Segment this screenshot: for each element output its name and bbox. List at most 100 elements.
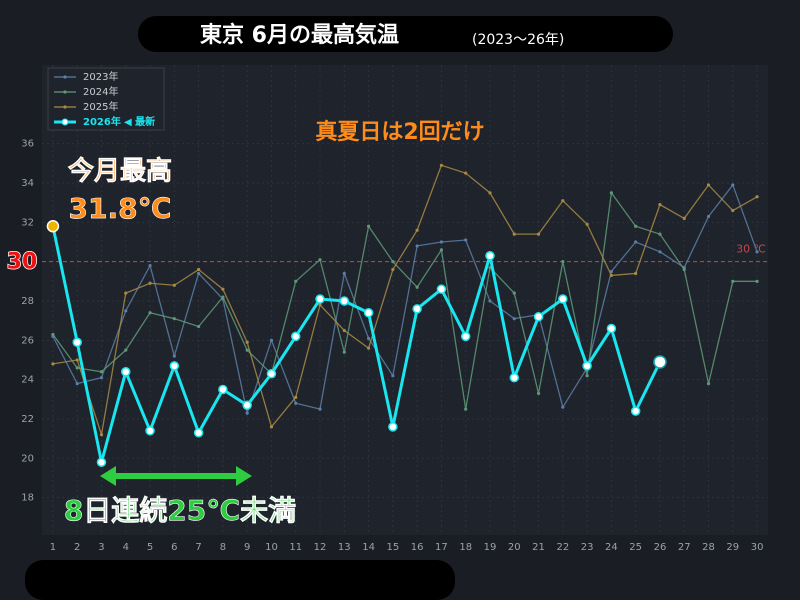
data-point — [294, 395, 298, 399]
data-point — [51, 362, 55, 366]
x-tick-label: 29 — [726, 542, 739, 553]
data-point — [585, 374, 589, 378]
data-point — [439, 248, 444, 252]
data-point — [221, 295, 225, 299]
data-point — [606, 323, 617, 334]
data-point — [436, 284, 447, 294]
data-point — [342, 350, 346, 354]
x-tick-label: 28 — [702, 542, 715, 553]
x-tick-label: 20 — [508, 542, 521, 553]
data-point — [609, 191, 613, 195]
data-point — [269, 425, 274, 429]
data-point — [755, 250, 759, 254]
data-point — [221, 287, 225, 291]
x-tick-label: 2 — [74, 542, 80, 553]
data-point — [318, 258, 322, 262]
data-point — [536, 391, 541, 396]
data-point — [536, 232, 541, 236]
data-point — [488, 191, 492, 195]
data-point — [315, 294, 325, 304]
data-point — [634, 271, 638, 276]
data-point — [342, 271, 346, 276]
x-tick-label: 24 — [605, 542, 618, 553]
data-point — [121, 367, 131, 377]
data-point — [512, 317, 516, 321]
data-point — [169, 361, 180, 371]
data-point — [245, 411, 249, 415]
x-tick-label: 13 — [338, 542, 351, 553]
data-point — [75, 366, 79, 370]
data-point — [148, 281, 152, 285]
data-point — [415, 228, 419, 232]
data-point — [172, 354, 176, 358]
series-line — [52, 183, 758, 416]
data-point — [366, 224, 371, 228]
annotation: 8日連続25℃未満 — [64, 494, 296, 527]
data-point — [439, 240, 444, 244]
data-point — [731, 279, 735, 283]
data-point — [533, 311, 544, 322]
x-tick-label: 27 — [678, 542, 691, 553]
data-point — [242, 400, 252, 410]
x-tick-label: 21 — [532, 542, 545, 553]
data-point — [197, 271, 201, 276]
data-point — [561, 405, 565, 409]
data-point — [193, 427, 204, 438]
reference-label: 30 ℃ — [736, 243, 766, 256]
y-tick-label: 28 — [21, 296, 34, 307]
data-point — [731, 183, 735, 187]
data-point — [197, 324, 201, 329]
legend-label: 2024年 — [83, 85, 118, 98]
y-tick-label: 32 — [21, 217, 34, 228]
legend-marker — [63, 90, 67, 94]
data-point — [75, 381, 79, 386]
data-point — [585, 222, 589, 226]
data-point — [46, 220, 60, 233]
data-point — [464, 171, 468, 175]
data-point — [51, 332, 55, 337]
data-point — [512, 291, 516, 295]
chart-subtitle: (2023〜26年) — [472, 32, 564, 48]
data-point — [290, 331, 301, 342]
y-tick-label: 20 — [21, 453, 34, 464]
legend-note: ◀ 最新 — [124, 115, 155, 128]
reference-value-label: 30 — [7, 250, 38, 275]
x-tick-label: 15 — [386, 542, 399, 553]
data-point — [391, 374, 395, 378]
annotation: 今月最高 — [68, 156, 172, 187]
y-tick-label: 26 — [21, 335, 34, 346]
data-point — [342, 328, 346, 333]
data-point — [148, 311, 152, 315]
series-line — [52, 164, 758, 435]
data-point — [99, 370, 104, 374]
data-point — [266, 368, 277, 379]
data-point — [509, 372, 520, 383]
data-point — [731, 208, 735, 213]
x-tick-label: 10 — [265, 542, 278, 553]
data-point — [755, 279, 759, 283]
data-point — [197, 267, 201, 272]
data-point — [96, 457, 107, 467]
x-tick-label: 19 — [484, 542, 497, 553]
data-point — [682, 267, 686, 272]
data-point — [172, 283, 176, 287]
data-point — [561, 199, 565, 203]
y-tick-label: 36 — [21, 139, 34, 150]
legend-label: 2023年 — [83, 70, 118, 83]
data-point — [488, 299, 492, 303]
data-point — [339, 296, 350, 306]
data-point — [415, 244, 419, 248]
x-tick-label: 23 — [581, 542, 594, 553]
data-point — [412, 304, 422, 314]
legend: 2023年 2024年 2025年 2026年 ◀ 最新 — [47, 67, 165, 131]
data-point — [634, 240, 638, 244]
x-tick-label: 1 — [50, 542, 56, 553]
legend-label: 2026年 — [83, 115, 121, 128]
x-tick-label: 17 — [435, 542, 448, 553]
data-point — [706, 381, 711, 386]
x-tick-label: 14 — [362, 542, 375, 553]
data-point — [218, 384, 228, 395]
x-tick-label: 4 — [123, 542, 129, 553]
